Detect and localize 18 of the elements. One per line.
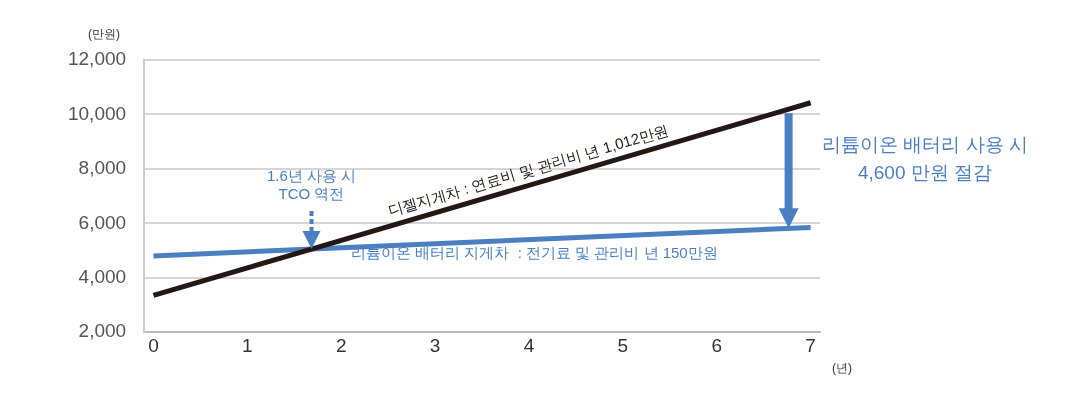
y-tick-label: 8,000	[78, 157, 127, 179]
y-tick-label: 10,000	[67, 102, 127, 124]
x-tick-label: 1	[242, 334, 253, 356]
x-tick-label: 2	[335, 334, 347, 356]
x-tick-label: 4	[523, 334, 535, 356]
x-tick-label: 5	[617, 334, 629, 356]
y-tick-label: 2,000	[78, 320, 127, 342]
y-tick-label: 4,000	[78, 265, 127, 287]
y-tick-label: 6,000	[78, 211, 127, 233]
y-axis-title: (만원)	[88, 27, 121, 41]
x-tick-label: 3	[429, 334, 441, 356]
text: 리튬이온 배터리 사용 시 4,600 만원 절감	[822, 133, 1028, 183]
x-axis-title: (년)	[832, 361, 852, 376]
x-tick-label: 7	[805, 334, 816, 356]
x-tick-label: 6	[711, 334, 723, 356]
y-tick-label: 12,000	[67, 48, 127, 70]
x-tick-label: 0	[148, 334, 159, 356]
annotation: 1.6년 사용 시 TCO 역전	[266, 167, 357, 203]
